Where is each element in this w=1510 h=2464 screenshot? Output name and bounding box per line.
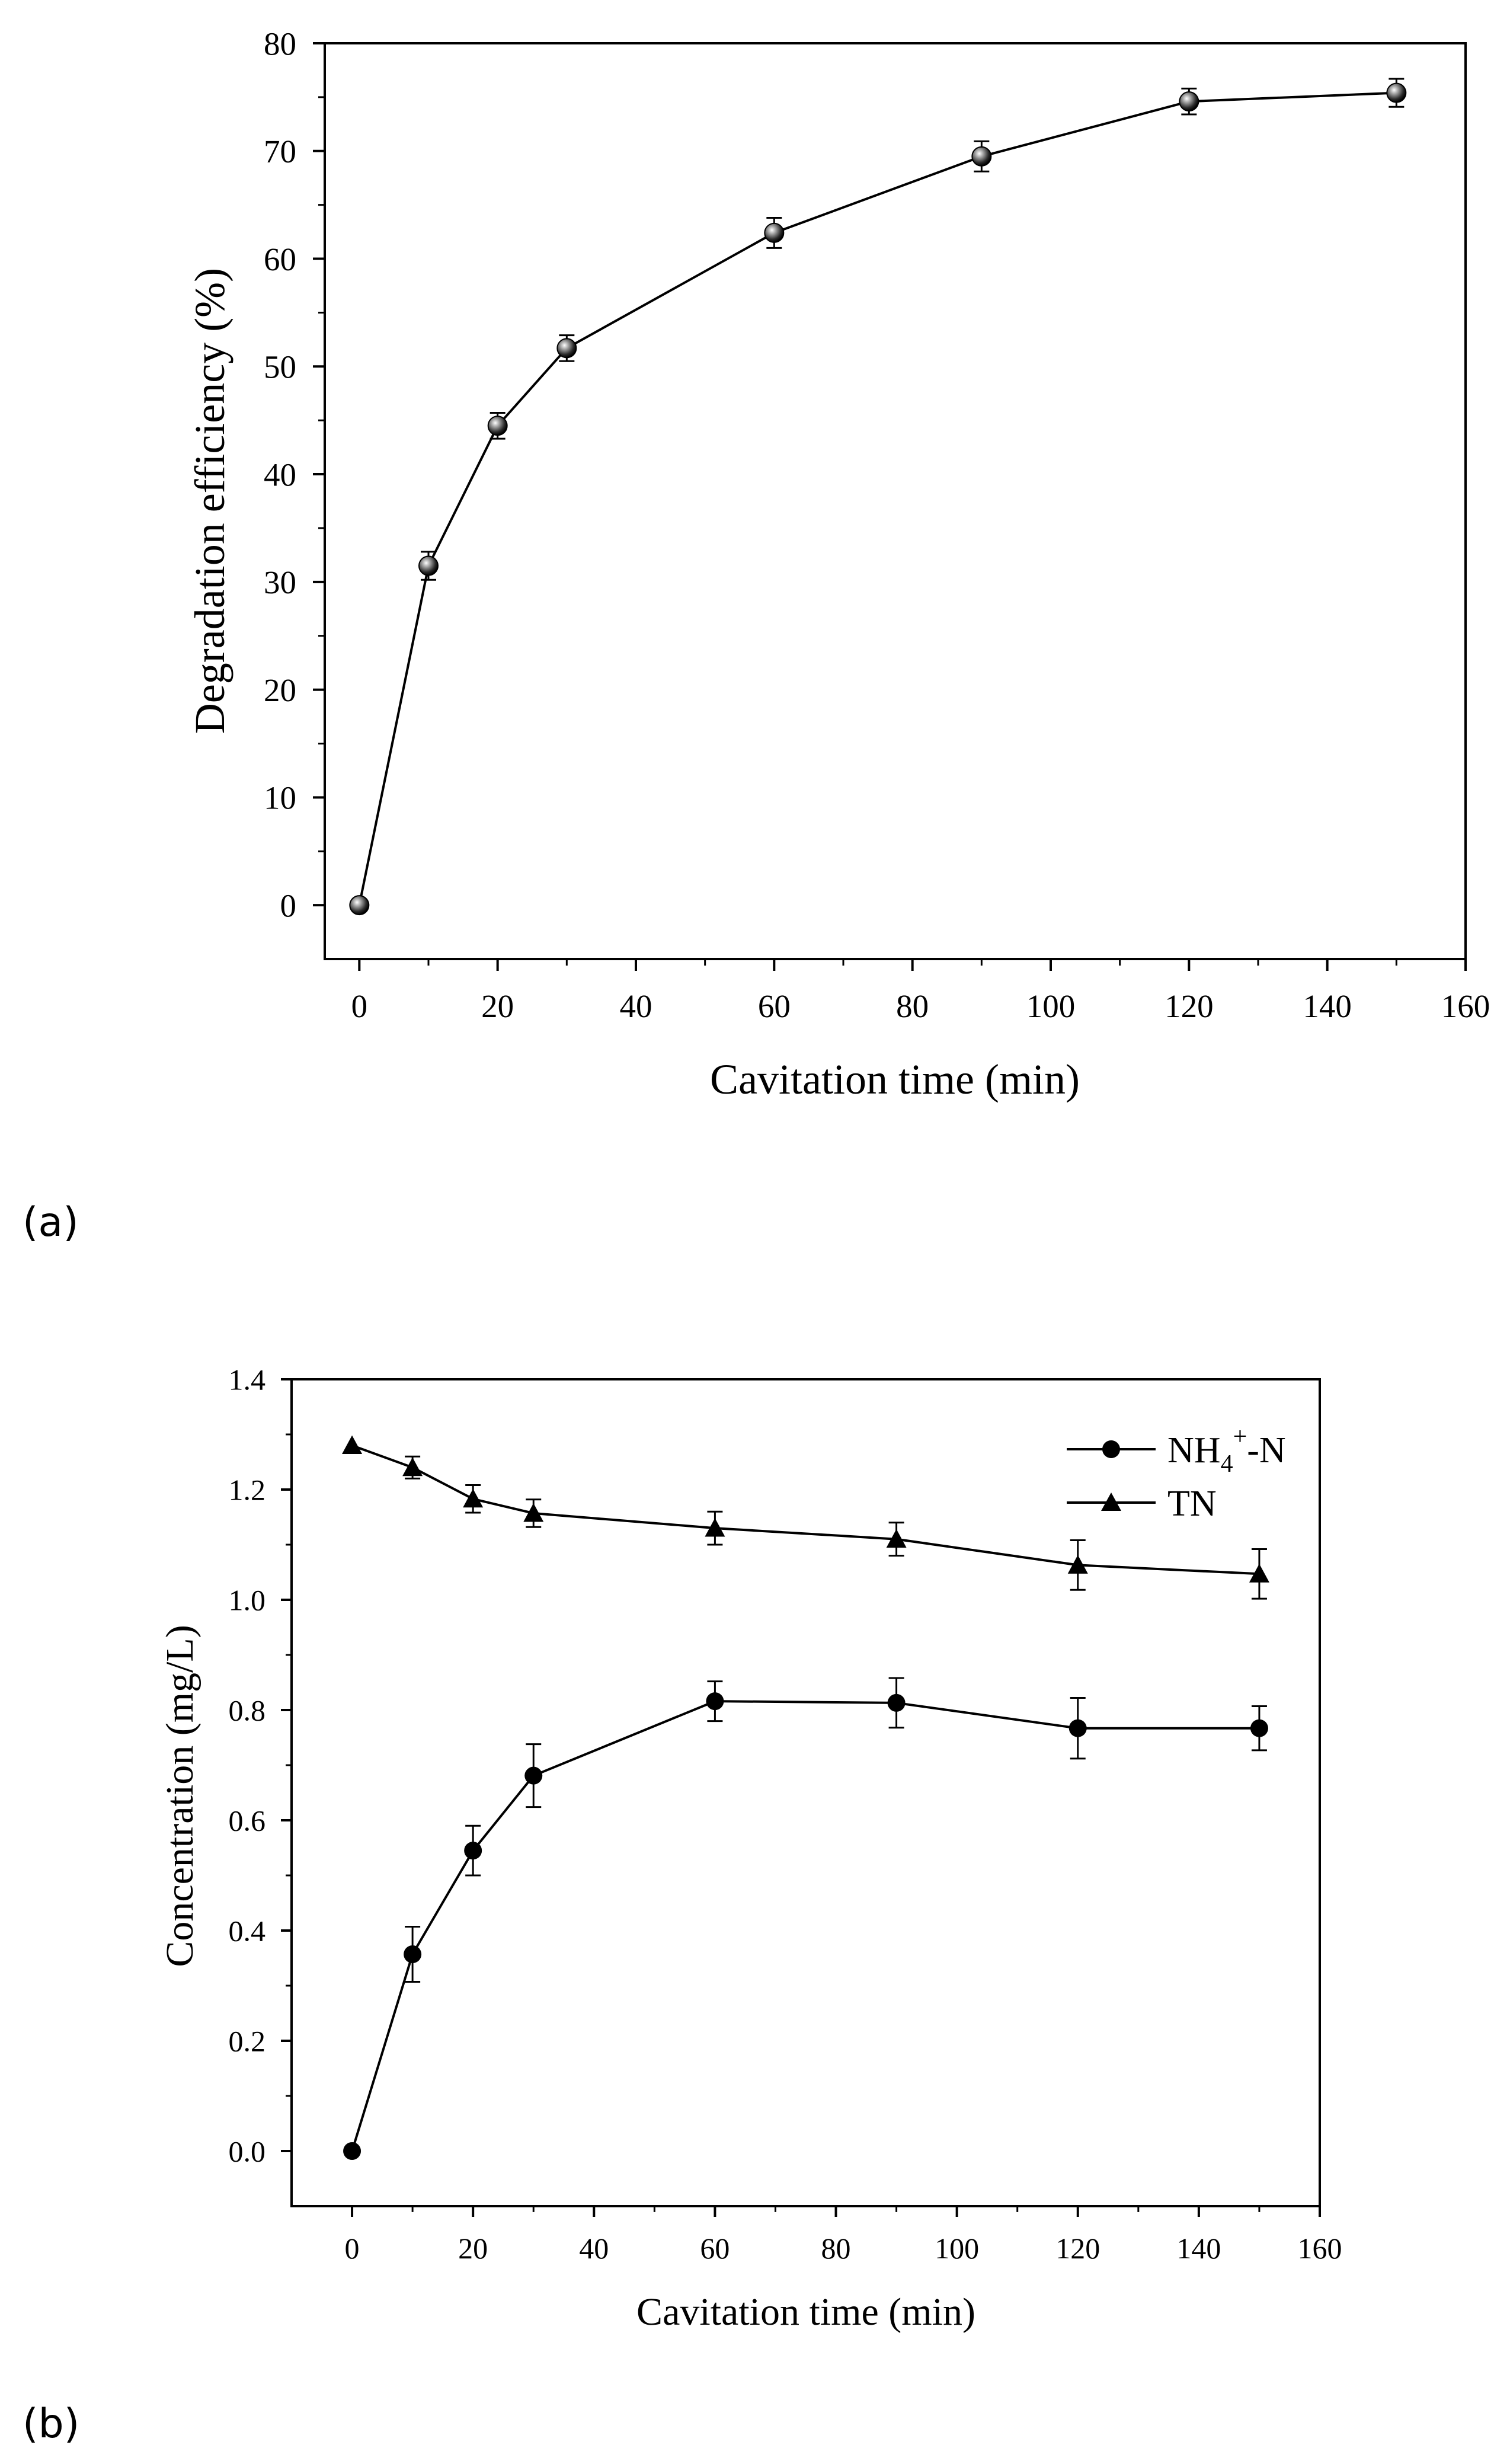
chart-a: 0 20 40 60 80 100 120 140 160 01020304050607080 … bbox=[186, 25, 1490, 1103]
chart-b-series bbox=[342, 1435, 1269, 2160]
chart-b-plot-frame bbox=[290, 1378, 1321, 2207]
chart-b-x-tick-label: 100 bbox=[935, 2232, 979, 2265]
chart-b-series-1-point bbox=[342, 1435, 363, 1455]
chart-a-x-tick-label: 40 bbox=[620, 988, 652, 1024]
chart-b-y-tick-label: 1.0 bbox=[229, 1584, 266, 1617]
chart-a-y-tick-label: 0 bbox=[280, 887, 297, 923]
chart-a-y-tick-label: 30 bbox=[264, 564, 296, 600]
chart-a-y-tick-label: 60 bbox=[264, 241, 296, 277]
chart-b-y-axis-title: Concentration (mg/L) bbox=[158, 1625, 201, 1967]
chart-b-series-0-point bbox=[404, 1945, 422, 1963]
chart-b-y-tick-label: 0.0 bbox=[229, 2135, 266, 2168]
chart-b-series-0-point bbox=[464, 1842, 482, 1860]
chart-b-x-tick-label: 140 bbox=[1176, 2232, 1221, 2265]
chart-a-series-0-point bbox=[556, 338, 577, 359]
chart-b-x-tick-label: 120 bbox=[1055, 2232, 1100, 2265]
chart-b-series-1-point bbox=[523, 1503, 544, 1522]
chart-b-x-tick-label: 20 bbox=[458, 2232, 488, 2265]
chart-b-series-0-point bbox=[1250, 1719, 1268, 1737]
chart-b-series-1-point bbox=[1067, 1555, 1088, 1574]
chart-b-series-1-point bbox=[886, 1529, 907, 1548]
legend-label-tn: TN bbox=[1167, 1484, 1217, 1524]
chart-a-x-tick-label: 100 bbox=[1026, 988, 1076, 1024]
chart-a-x-tick-label: 140 bbox=[1303, 988, 1352, 1024]
chart-a-x-axis-title: Cavitation time (min) bbox=[710, 1056, 1080, 1103]
chart-b-y-tick-label: 1.2 bbox=[229, 1474, 266, 1507]
chart-b: 0 20 40 60 80 100 120 140 160 0.0 0.2 0.4 0.6 0.8 1.0… bbox=[158, 1363, 1342, 2334]
chart-a-y-tick-label: 10 bbox=[264, 780, 296, 816]
chart-b-series-1-point bbox=[463, 1488, 484, 1508]
chart-b-x-tick-label: 160 bbox=[1298, 2232, 1342, 2265]
chart-a-y-tick-label: 20 bbox=[264, 672, 296, 708]
chart-a-y-tick-label: 40 bbox=[264, 456, 296, 493]
chart-b-series-1-point bbox=[705, 1518, 725, 1537]
legend-entry-tn: TN bbox=[1067, 1484, 1217, 1524]
legend-label-nh4-n: NH4+-N bbox=[1167, 1423, 1286, 1478]
chart-a-plot-frame bbox=[324, 42, 1467, 960]
chart-a-series-0-point bbox=[418, 555, 439, 576]
chart-a-series-0-point bbox=[349, 895, 370, 916]
chart-a-y-axis-title: Degradation efficiency (%) bbox=[186, 268, 233, 734]
chart-a-y-tick-label: 80 bbox=[264, 25, 296, 62]
chart-a-series bbox=[349, 78, 1407, 916]
chart-b-x-tick-label: 0 bbox=[345, 2232, 360, 2265]
chart-a-series-0-point bbox=[764, 222, 785, 243]
chart-a-x-ticks: 0 20 40 60 80 100 120 140 160 bbox=[351, 959, 1490, 1024]
chart-b-y-tick-label: 0.6 bbox=[229, 1804, 266, 1837]
legend-marker-nh4-n bbox=[1102, 1440, 1120, 1458]
legend-label-nh4-n-main: NH bbox=[1167, 1430, 1221, 1471]
chart-b-y-tick-label: 0.8 bbox=[229, 1694, 266, 1727]
chart-a-x-tick-label: 80 bbox=[896, 988, 929, 1024]
chart-a-series-0-point bbox=[1179, 91, 1199, 112]
chart-b-legend: NH4+-N TN bbox=[1067, 1423, 1286, 1524]
chart-b-y-ticks: 0.0 0.2 0.4 0.6 0.8 1.0 1.2 1.4 bbox=[229, 1363, 292, 2168]
legend-label-nh4-n-tail: -N bbox=[1247, 1430, 1285, 1471]
chart-a-x-tick-label: 160 bbox=[1441, 988, 1490, 1024]
chart-b-y-tick-label: 0.2 bbox=[229, 2025, 266, 2058]
chart-a-x-tick-label: 60 bbox=[758, 988, 791, 1024]
chart-b-x-tick-label: 80 bbox=[821, 2232, 851, 2265]
chart-a-y-tick-label: 50 bbox=[264, 349, 296, 385]
chart-b-series-1-point bbox=[1249, 1564, 1269, 1583]
chart-b-series-0-point bbox=[1068, 1719, 1087, 1737]
chart-b-x-ticks: 0 20 40 60 80 100 120 140 160 bbox=[345, 2206, 1342, 2265]
chart-b-y-tick-label: 1.4 bbox=[229, 1363, 266, 1396]
legend-entry-nh4-n: NH4+-N bbox=[1067, 1423, 1286, 1478]
chart-a-series-0-point bbox=[971, 146, 992, 167]
chart-b-y-tick-label: 0.4 bbox=[229, 1915, 266, 1948]
chart-b-x-tick-label: 40 bbox=[579, 2232, 609, 2265]
chart-b-series-0-point bbox=[343, 2142, 361, 2160]
legend-marker-tn bbox=[1101, 1493, 1121, 1511]
chart-b-x-tick-label: 60 bbox=[700, 2232, 730, 2265]
chart-a-series-0-point bbox=[487, 416, 508, 436]
chart-a-series-0-line bbox=[358, 91, 1397, 906]
chart-b-series-1-point bbox=[402, 1457, 423, 1477]
chart-b-series-0-point bbox=[887, 1693, 906, 1712]
chart-a-x-tick-label: 20 bbox=[481, 988, 514, 1024]
legend-label-nh4-n-sup: + bbox=[1233, 1423, 1247, 1450]
chart-b-series-0-line bbox=[351, 1700, 1259, 2152]
chart-a-y-tick-label: 70 bbox=[264, 133, 296, 170]
legend-label-nh4-n-sub: 4 bbox=[1221, 1450, 1233, 1478]
chart-a-series-0-point bbox=[1386, 82, 1407, 103]
chart-b-series-1-line bbox=[351, 1444, 1259, 1575]
panel-label-b: (b) bbox=[23, 2401, 79, 2447]
chart-b-series-0-point bbox=[706, 1692, 724, 1711]
chart-a-y-ticks: 0 10 20 30 40 50 60 70 80 bbox=[264, 25, 325, 923]
chart-b-series-0-point bbox=[524, 1766, 543, 1785]
chart-b-x-axis-title: Cavitation time (min) bbox=[636, 2290, 975, 2334]
chart-a-x-tick-label: 0 bbox=[351, 988, 368, 1024]
panel-label-a: (a) bbox=[23, 1199, 79, 1246]
chart-a-x-tick-label: 120 bbox=[1165, 988, 1214, 1024]
